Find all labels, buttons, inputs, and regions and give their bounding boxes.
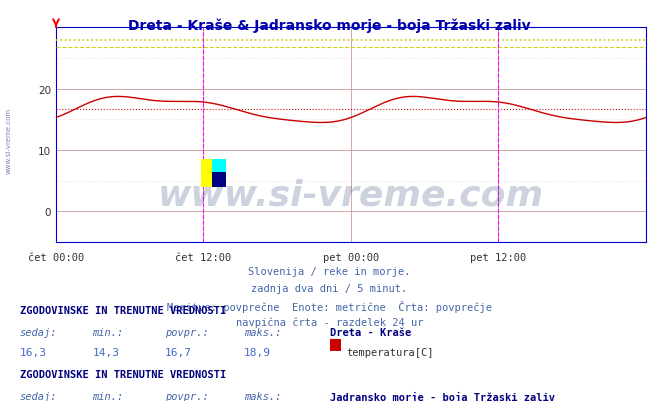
Text: povpr.:: povpr.:	[165, 391, 208, 401]
Text: maks.:: maks.:	[244, 327, 281, 337]
Text: www.si-vreme.com: www.si-vreme.com	[5, 107, 11, 173]
Text: pet 00:00: pet 00:00	[323, 253, 379, 263]
Text: sedaj:: sedaj:	[20, 391, 57, 401]
Text: 16,3: 16,3	[20, 347, 47, 357]
Text: 16,7: 16,7	[165, 347, 192, 357]
Text: Dreta - Kraše & Jadransko morje - boja Tržaski zaliv: Dreta - Kraše & Jadransko morje - boja T…	[129, 18, 530, 32]
Text: navpična črta - razdelek 24 ur: navpična črta - razdelek 24 ur	[236, 317, 423, 328]
Text: Jadransko morje - boja Tržaski zaliv: Jadransko morje - boja Tržaski zaliv	[330, 391, 554, 401]
Text: www.si-vreme.com: www.si-vreme.com	[158, 178, 544, 213]
Text: sedaj:: sedaj:	[20, 327, 57, 337]
Text: 18,9: 18,9	[244, 347, 271, 357]
Bar	[212, 160, 227, 176]
Text: maks.:: maks.:	[244, 391, 281, 401]
Bar	[212, 172, 227, 187]
Bar	[200, 160, 224, 187]
Text: 14,3: 14,3	[92, 347, 119, 357]
Text: Slovenija / reke in morje.: Slovenija / reke in morje.	[248, 267, 411, 277]
Text: temperatura[C]: temperatura[C]	[346, 347, 434, 357]
Text: čet 12:00: čet 12:00	[175, 253, 231, 263]
Text: povpr.:: povpr.:	[165, 327, 208, 337]
Text: Dreta - Kraše: Dreta - Kraše	[330, 327, 411, 337]
Text: pet 12:00: pet 12:00	[471, 253, 527, 263]
Text: čet 00:00: čet 00:00	[28, 253, 84, 263]
Text: Meritve: povprečne  Enote: metrične  Črta: povprečje: Meritve: povprečne Enote: metrične Črta:…	[167, 300, 492, 312]
Text: min.:: min.:	[92, 327, 123, 337]
Text: min.:: min.:	[92, 391, 123, 401]
Text: ZGODOVINSKE IN TRENUTNE VREDNOSTI: ZGODOVINSKE IN TRENUTNE VREDNOSTI	[20, 369, 226, 379]
Text: zadnja dva dni / 5 minut.: zadnja dva dni / 5 minut.	[251, 284, 408, 294]
Text: ZGODOVINSKE IN TRENUTNE VREDNOSTI: ZGODOVINSKE IN TRENUTNE VREDNOSTI	[20, 305, 226, 315]
